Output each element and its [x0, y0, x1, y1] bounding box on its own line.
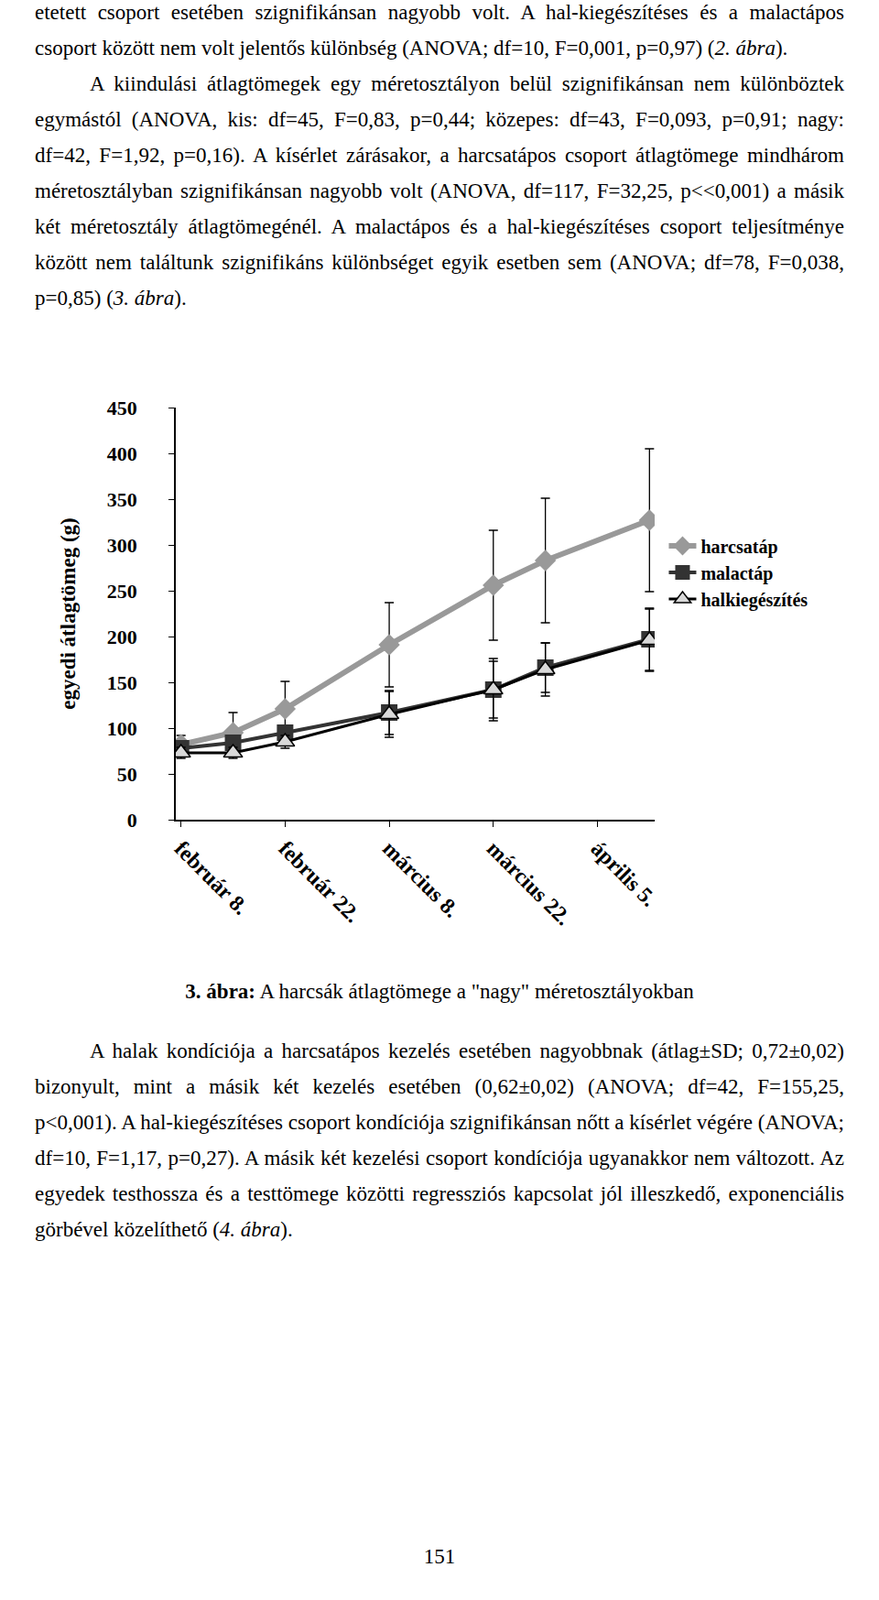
svg-text:február 22.: február 22.	[273, 835, 365, 927]
svg-text:50: 50	[117, 762, 138, 786]
svg-text:250: 250	[107, 579, 138, 603]
html-text:etetett csoport esetében szign: etetett csoport esetében szignifikánsan …	[34, 0, 845, 60]
svg-text:0: 0	[127, 808, 138, 832]
svg-text:március 22.: március 22.	[482, 835, 576, 930]
svg-text:április 5.: április 5.	[586, 835, 662, 912]
svg-text:március 8.: március 8.	[378, 835, 464, 922]
svg-text:harcsatáp: harcsatáp	[700, 536, 778, 558]
svg-text:egyedi átlagtömeg (g): egyedi átlagtömeg (g)	[56, 517, 80, 710]
svg-text:150: 150	[107, 671, 138, 695]
svg-text:350: 350	[107, 488, 138, 511]
svg-text:300: 300	[107, 533, 138, 557]
html-text:A halak kondíciója a harcsatáp: A halak kondíciója a harcsatápos kezelés…	[34, 1039, 845, 1241]
svg-text:200: 200	[107, 625, 138, 649]
svg-text:450: 450	[107, 396, 138, 420]
html-text:3. ábra: A harcsák átlagtömege: 3. ábra: A harcsák átlagtömege a "nagy" …	[185, 979, 694, 1003]
svg-text:halkiegészítés: halkiegészítés	[700, 589, 808, 611]
svg-text:400: 400	[107, 442, 138, 466]
svg-text:malactáp: malactáp	[700, 563, 773, 585]
html-text:151: 151	[423, 1544, 456, 1568]
svg-text:február 8.: február 8.	[170, 835, 254, 920]
html-text:A kiindulási átlagtömegek egy: A kiindulási átlagtömegek egy méretosztá…	[34, 72, 845, 310]
svg-text:100: 100	[107, 716, 138, 740]
